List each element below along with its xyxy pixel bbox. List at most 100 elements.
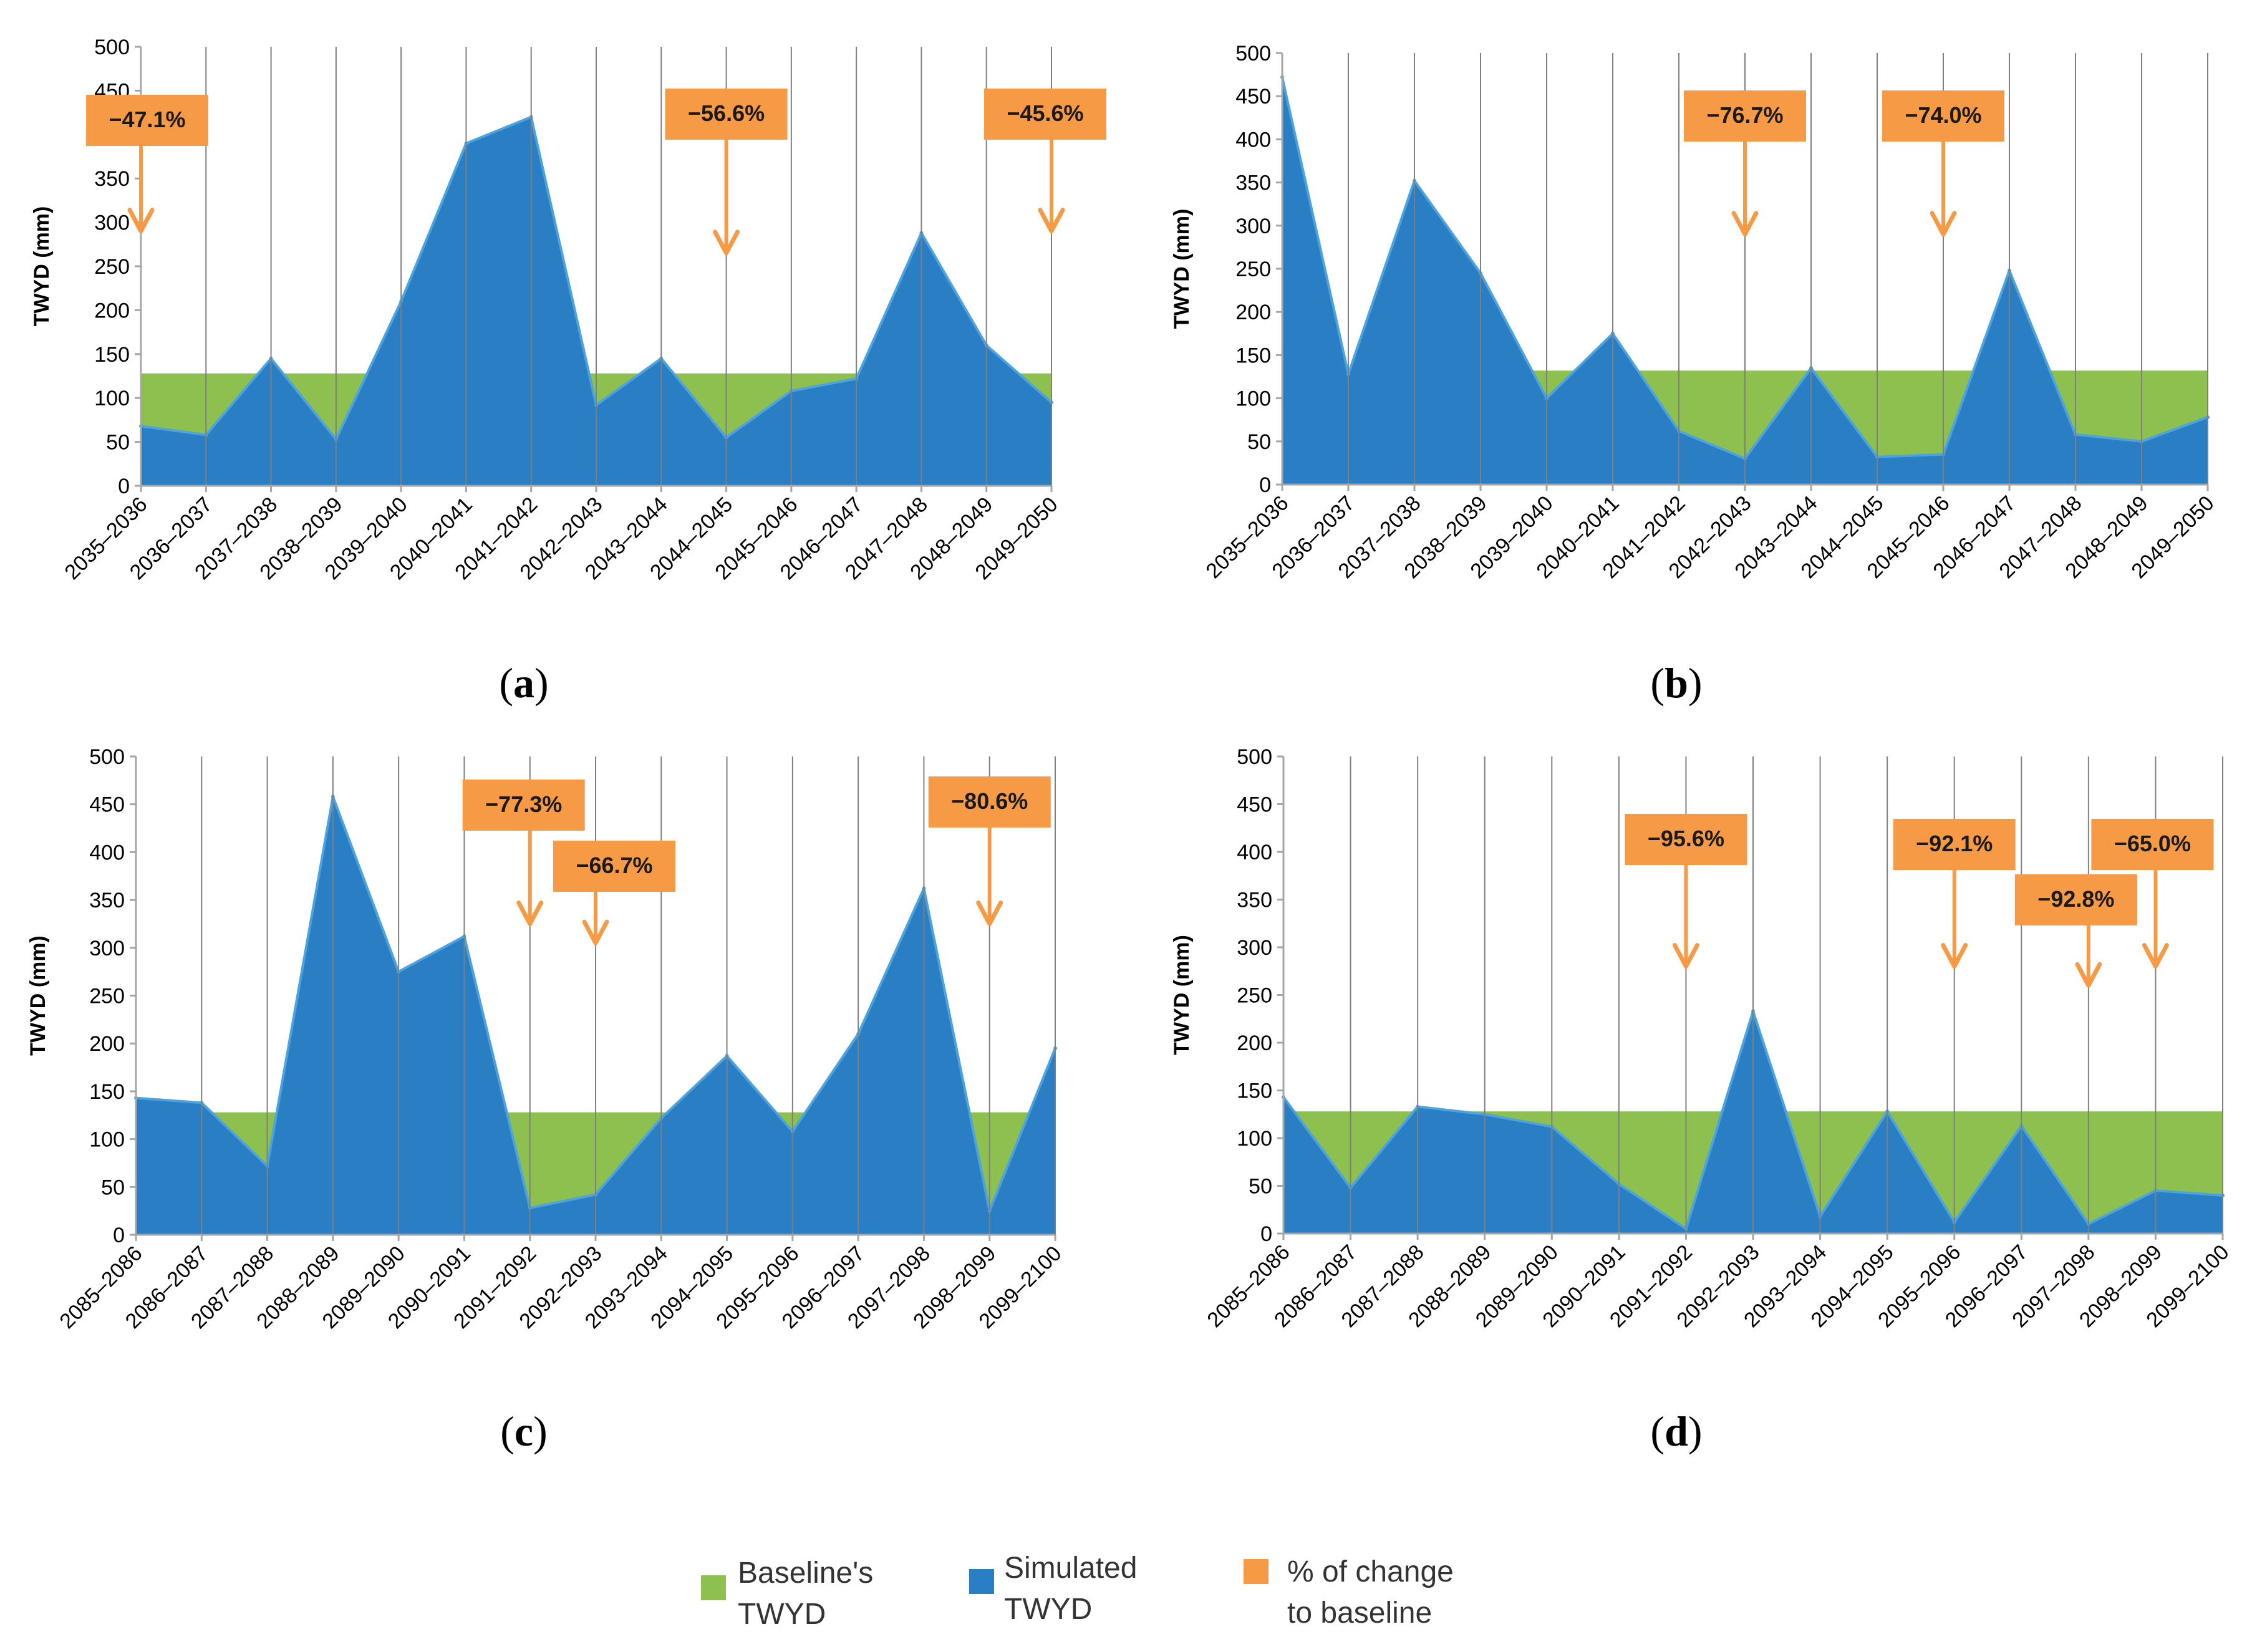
chart-panel-c: 0501001502002503003504004505002085–20862… [26, 745, 1066, 1455]
change-callout: −92.1% [1893, 819, 2016, 969]
change-callout: −77.3% [462, 780, 585, 926]
y-tick-label: 300 [89, 937, 125, 960]
y-tick-label: 0 [1260, 1222, 1272, 1246]
y-axis-label: TWYD (mm) [1170, 935, 1194, 1055]
change-callout-box [1684, 90, 1806, 142]
change-callout-label: −80.6% [951, 788, 1028, 814]
y-tick-label: 50 [101, 1176, 125, 1199]
change-arrow-head [976, 900, 1003, 926]
change-arrow-head [516, 900, 544, 926]
change-callout-box [665, 89, 788, 140]
chart-panel-a: 0501001502002503003504004505002035–20362… [30, 36, 1106, 707]
change-callout: −65.0% [2091, 819, 2214, 969]
change-callout-label: −92.1% [1916, 831, 1993, 856]
change-callout-label: −76.7% [1706, 102, 1783, 128]
y-tick-label: 150 [89, 1080, 125, 1104]
change-callout-label: −95.6% [1648, 826, 1724, 851]
legend-label: Baseline's TWYD [738, 1557, 873, 1631]
legend-swatch [701, 1575, 726, 1600]
change-callout-label: −65.0% [2114, 831, 2191, 856]
y-tick-label: 450 [1237, 793, 1272, 817]
change-callout-box [86, 95, 208, 146]
panel-label: (b) [1650, 659, 1702, 707]
y-tick-label: 150 [94, 343, 130, 367]
change-arrow-head [2142, 943, 2169, 969]
change-callout-box [1882, 90, 2004, 142]
y-tick-label: 50 [1247, 430, 1271, 454]
simulated-area [136, 796, 1055, 1235]
y-tick-label: 400 [89, 841, 125, 864]
change-arrow-head [1941, 943, 1968, 969]
y-tick-label: 50 [106, 431, 130, 455]
y-tick-label: 50 [1249, 1175, 1272, 1199]
change-callout: −76.7% [1684, 90, 1806, 237]
legend: Baseline's TWYD Simulated TWYD % of change to… [701, 1552, 1454, 1631]
change-callout: −80.6% [928, 776, 1051, 926]
y-tick-label: 0 [1259, 473, 1271, 497]
change-callout-box [928, 776, 1051, 828]
change-callout-box [2091, 819, 2214, 870]
y-tick-label: 0 [118, 475, 130, 498]
y-tick-label: 150 [1235, 344, 1271, 367]
legend-swatch [1244, 1559, 1268, 1584]
chart-panel-b: 0501001502002503003504004505002035–20362… [1170, 42, 2219, 707]
y-axis-label: TWYD (mm) [1170, 209, 1194, 329]
change-callout-box [984, 89, 1106, 140]
y-tick-label: 450 [1235, 85, 1271, 109]
y-tick-label: 350 [89, 889, 125, 912]
y-axis-label: TWYD (mm) [30, 206, 54, 327]
y-tick-label: 100 [1235, 387, 1271, 411]
y-tick-label: 500 [89, 745, 125, 769]
y-tick-label: 100 [1237, 1127, 1272, 1151]
y-tick-label: 400 [1237, 841, 1272, 864]
change-callout-label: −45.6% [1007, 100, 1083, 126]
change-arrow-head [1731, 211, 1759, 237]
simulated-area [141, 117, 1051, 486]
y-tick-label: 500 [94, 36, 130, 59]
change-callout-label: −77.3% [485, 791, 562, 817]
y-tick-label: 250 [1235, 258, 1271, 281]
change-arrow-head [1038, 208, 1065, 234]
chart-panel-d: 0501001502002503003504004505002085–20862… [1170, 745, 2234, 1455]
legend-label: Simulated TWYD [1004, 1552, 1137, 1626]
y-tick-label: 250 [94, 255, 130, 279]
simulated-area [1282, 77, 2208, 485]
change-callout: −47.1% [86, 95, 208, 234]
y-tick-label: 300 [94, 211, 130, 235]
change-callout-label: −92.8% [2037, 886, 2114, 912]
panel-label: (d) [1650, 1408, 1702, 1455]
change-arrow-head [127, 208, 155, 234]
y-tick-label: 200 [89, 1032, 125, 1056]
y-axis-label: TWYD (mm) [26, 935, 50, 1056]
y-tick-label: 100 [89, 1128, 125, 1152]
y-tick-label: 200 [1235, 301, 1271, 324]
change-callout: −56.6% [665, 89, 788, 256]
y-tick-label: 200 [94, 299, 130, 322]
y-tick-label: 350 [94, 167, 130, 191]
y-tick-label: 500 [1235, 42, 1271, 65]
chart-panels: 0501001502002503003504004505002035–20362… [26, 36, 2234, 1455]
change-callout: −92.8% [2014, 874, 2137, 988]
change-callout-box [462, 780, 585, 831]
change-arrow-head [713, 229, 740, 256]
legend-label: % of change to baseline [1287, 1555, 1454, 1630]
change-callout-box [2014, 874, 2137, 925]
y-tick-label: 300 [1235, 215, 1271, 238]
change-callout-label: −66.7% [576, 853, 652, 878]
y-tick-label: 250 [89, 985, 125, 1008]
panel-label: (a) [499, 659, 548, 707]
y-tick-label: 350 [1237, 889, 1272, 912]
legend-item: Baseline's TWYD [701, 1557, 873, 1631]
y-tick-label: 300 [1237, 936, 1272, 960]
change-callout: −45.6% [984, 89, 1106, 234]
change-callout: −66.7% [553, 841, 675, 945]
change-callout: −95.6% [1625, 814, 1747, 969]
change-arrow-head [1930, 211, 1957, 237]
legend-item: % of change to baseline [1244, 1555, 1454, 1630]
y-tick-label: 400 [1235, 128, 1271, 152]
change-callout: −74.0% [1882, 90, 2004, 237]
panel-label: (c) [500, 1408, 548, 1455]
y-tick-label: 350 [1235, 171, 1271, 195]
y-tick-label: 100 [94, 387, 130, 410]
